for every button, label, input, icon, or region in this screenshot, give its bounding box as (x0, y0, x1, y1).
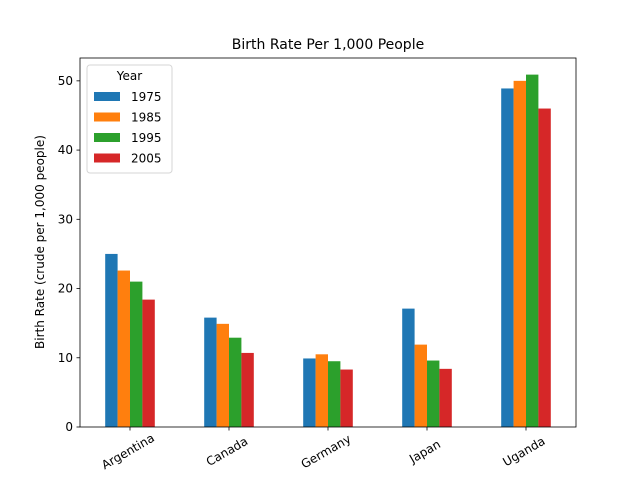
bars (105, 74, 551, 428)
legend-swatch-1995 (94, 133, 120, 142)
bar-canada-1975 (204, 317, 217, 427)
legend-label-1975: 1975 (131, 90, 162, 104)
bar-uganda-1995 (526, 74, 539, 427)
legend-swatch-2005 (94, 153, 120, 163)
y-tick-label: 0 (65, 420, 73, 434)
bar-argentina-1975 (105, 253, 118, 427)
x-axis-ticks: Argentina Canada Germany Japan Uganda (99, 427, 548, 472)
y-tick-label: 50 (58, 74, 73, 88)
bar-canada-1995 (229, 337, 242, 427)
y-axis-ticks: 0 10 20 30 40 50 (58, 74, 80, 434)
x-tick-label-germany: Germany (299, 432, 354, 472)
legend-label-1995: 1995 (131, 131, 162, 145)
plot-frame (79, 57, 577, 428)
bar-argentina-1985 (117, 270, 130, 427)
x-tick-label-canada: Canada (204, 434, 251, 469)
bar-uganda-2005 (538, 108, 551, 428)
y-tick-label: 20 (58, 282, 73, 296)
legend: Year 1975 1985 1995 2005 (86, 64, 173, 174)
y-tick-label: 10 (58, 351, 73, 365)
bar-germany-1995 (328, 361, 341, 427)
bar-japan-1975 (402, 308, 415, 427)
bar-uganda-1985 (513, 80, 526, 427)
chart-title: Birth Rate Per 1,000 People (232, 37, 424, 53)
bar-canada-1985 (216, 323, 229, 427)
y-tick-label: 40 (58, 143, 73, 157)
bar-germany-1985 (315, 354, 328, 427)
x-tick-label-japan: Japan (406, 437, 443, 466)
y-tick-label: 30 (58, 212, 73, 226)
bar-argentina-2005 (142, 299, 155, 427)
bar-japan-1985 (414, 344, 427, 427)
y-axis-label: Birth Rate (crude per 1,000 people) (33, 135, 47, 349)
bar-germany-2005 (340, 369, 353, 427)
legend-swatch-1975 (94, 92, 120, 101)
legend-swatch-1985 (94, 112, 120, 122)
x-tick-label-argentina: Argentina (99, 431, 157, 472)
bar-uganda-1975 (501, 88, 514, 427)
x-tick-label-uganda: Uganda (500, 434, 547, 469)
legend-title: Year (116, 69, 142, 83)
legend-label-1985: 1985 (131, 111, 162, 125)
bar-germany-1975 (303, 358, 316, 427)
bar-canada-2005 (241, 352, 254, 427)
legend-label-2005: 2005 (131, 152, 162, 166)
bar-argentina-1995 (130, 281, 143, 427)
bar-japan-1995 (427, 360, 440, 427)
bar-japan-2005 (439, 368, 452, 427)
